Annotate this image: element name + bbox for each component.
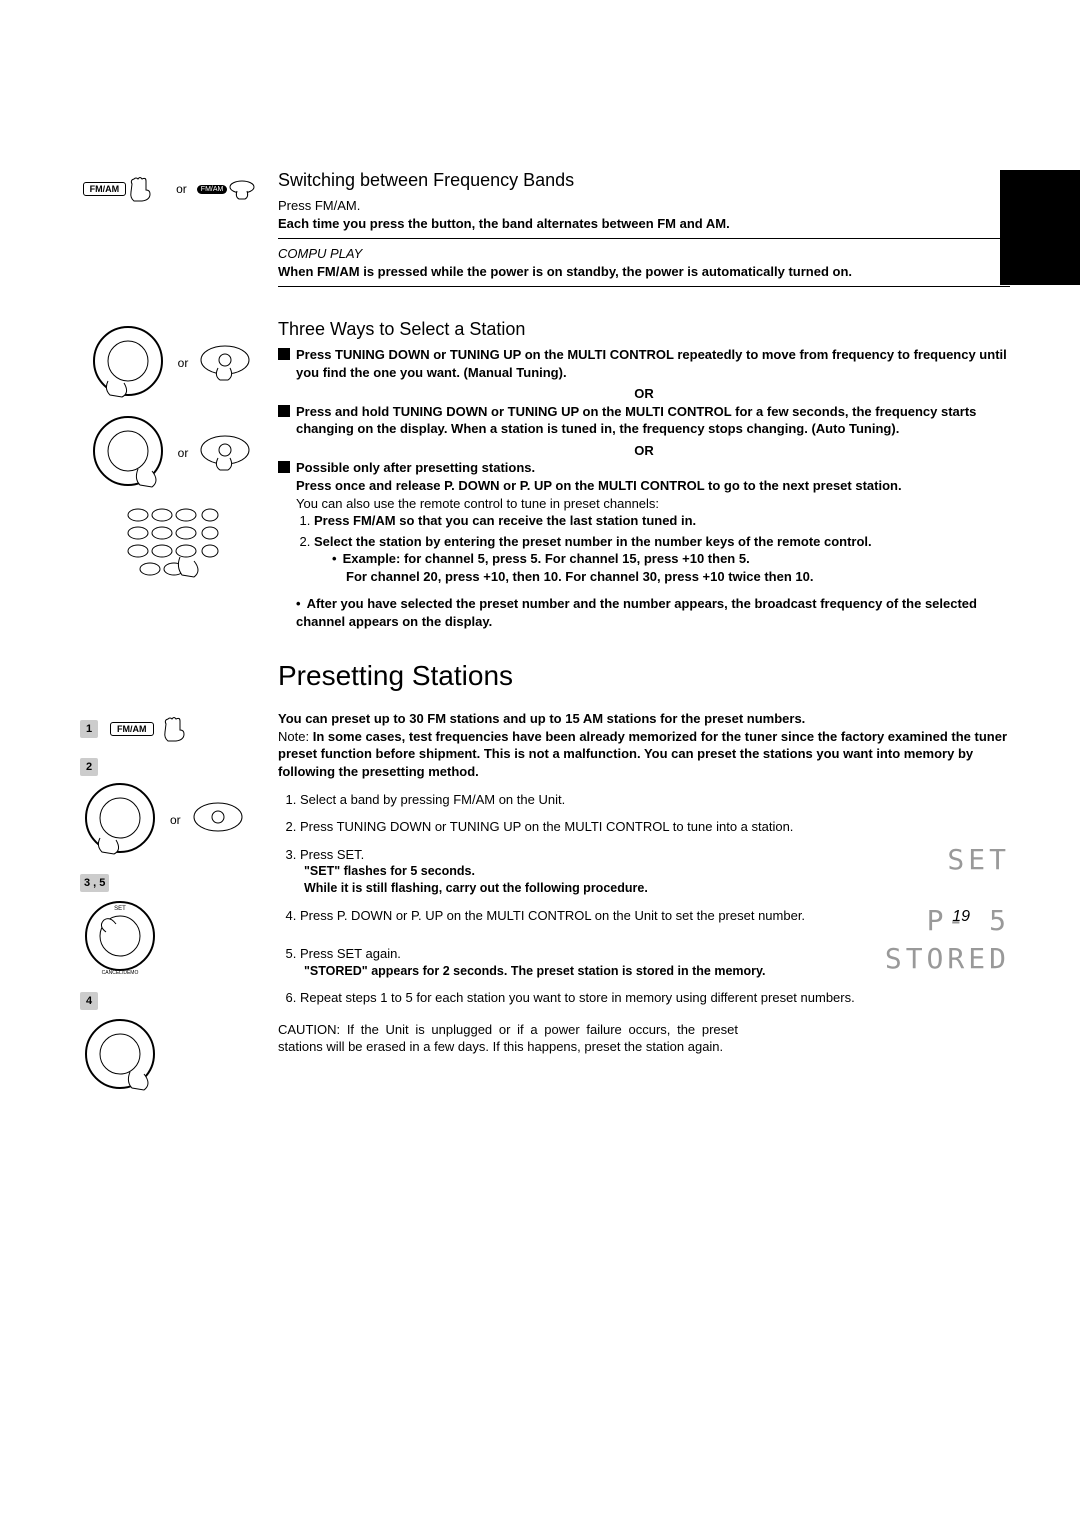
step-5: Press SET again. "STORED" appears for 2 …	[300, 945, 1010, 979]
manual-tuning-text: Press TUNING DOWN or TUNING UP on the MU…	[296, 346, 1010, 381]
step-4: Press P. DOWN or P. UP on the MULTI CONT…	[300, 907, 1010, 935]
preset-intro-1: You can preset up to 30 FM stations and …	[278, 710, 1010, 728]
step-5-sub: "STORED" appears for 2 seconds. The pres…	[300, 963, 836, 980]
or-label: or	[170, 813, 181, 827]
or-separator: OR	[278, 442, 1010, 460]
svg-text:SET: SET	[114, 906, 126, 912]
side-black-tab	[1000, 170, 1080, 285]
remote-dial-icon	[198, 342, 252, 384]
lcd-set-display: SET	[850, 846, 1010, 874]
example-line-1: Example: for channel 5, press 5. For cha…	[332, 550, 1010, 568]
step-3-sub: "SET" flashes for 5 seconds. While it is…	[300, 863, 836, 897]
after-select-text: After you have selected the preset numbe…	[296, 595, 1010, 630]
compu-play-label: COMPU PLAY	[278, 245, 1010, 263]
section2-icons: or or	[70, 319, 270, 583]
preset-only-text: Possible only after presetting stations.	[296, 459, 1010, 477]
hand-press-icon	[126, 174, 166, 204]
section1-press-text: Press FM/AM.	[278, 197, 1010, 215]
remote-note-text: You can also use the remote control to t…	[296, 495, 1010, 513]
remote-fm-am-icon: FM/AM	[197, 177, 258, 201]
note-label: Note:	[278, 729, 309, 744]
step-badge-3-5: 3 , 5	[80, 874, 109, 892]
divider	[278, 238, 1010, 239]
lcd-p5-display: P- 5	[850, 907, 1010, 935]
page-number: 19	[952, 908, 970, 926]
or-label: or	[178, 356, 189, 370]
fm-am-button-icon: FM/AM	[110, 722, 154, 736]
auto-tuning-text: Press and hold TUNING DOWN or TUNING UP …	[296, 403, 1010, 438]
step-1: Select a band by pressing FM/AM on the U…	[300, 791, 1010, 809]
preset-intro-2: In some cases, test frequencies have bee…	[278, 729, 1007, 779]
sub-step-1: Press FM/AM so that you can receive the …	[314, 513, 696, 528]
bullet-icon	[278, 348, 290, 360]
multi-control-dial-icon	[88, 413, 168, 493]
fm-am-button-icon: FM/AM	[83, 174, 167, 204]
remote-dial-icon	[198, 432, 252, 474]
sub-step-2: Select the station by entering the prese…	[314, 534, 872, 549]
step-badge-2: 2	[80, 758, 98, 776]
bullet-icon	[278, 405, 290, 417]
multi-control-dial-icon	[80, 1016, 160, 1096]
divider	[278, 286, 1010, 287]
hand-press-icon	[160, 714, 200, 744]
section1-alternate-text: Each time you press the button, the band…	[278, 215, 1010, 233]
compu-play-text: When FM/AM is pressed while the power is…	[278, 263, 1010, 281]
or-label: or	[178, 446, 189, 460]
presetting-title: Presetting Stations	[278, 660, 1010, 692]
or-label: or	[176, 182, 187, 196]
remote-dial-icon	[191, 799, 245, 841]
remote-keypad-icon	[120, 503, 220, 583]
section2-title: Three Ways to Select a Station	[278, 319, 1010, 340]
step-badge-1: 1	[80, 720, 98, 738]
step-badge-4: 4	[80, 992, 98, 1010]
preset-left-icons: 1 FM/AM 2 or	[70, 710, 270, 1096]
set-dial-icon: SET CANCEL/DEMO	[80, 898, 160, 978]
step-6: Repeat steps 1 to 5 for each station you…	[300, 989, 1010, 1007]
multi-control-dial-icon	[80, 780, 160, 860]
multi-control-dial-icon	[88, 323, 168, 403]
svg-text:CANCEL/DEMO: CANCEL/DEMO	[102, 970, 139, 976]
example-line-2: For channel 20, press +10, then 10. For …	[332, 568, 1010, 586]
step-2: Press TUNING DOWN or TUNING UP on the MU…	[300, 818, 1010, 836]
or-separator: OR	[278, 385, 1010, 403]
section1-title: Switching between Frequency Bands	[278, 170, 1010, 191]
section1-icons: FM/AM or FM/AM	[70, 170, 270, 204]
lcd-stored-display: STORED	[850, 945, 1010, 973]
step-3: Press SET. "SET" flashes for 5 seconds. …	[300, 846, 1010, 897]
bullet-icon	[278, 461, 290, 473]
preset-press-text: Press once and release P. DOWN or P. UP …	[296, 477, 1010, 495]
caution-text: CAUTION: If the Unit is unplugged or if …	[278, 1021, 738, 1056]
